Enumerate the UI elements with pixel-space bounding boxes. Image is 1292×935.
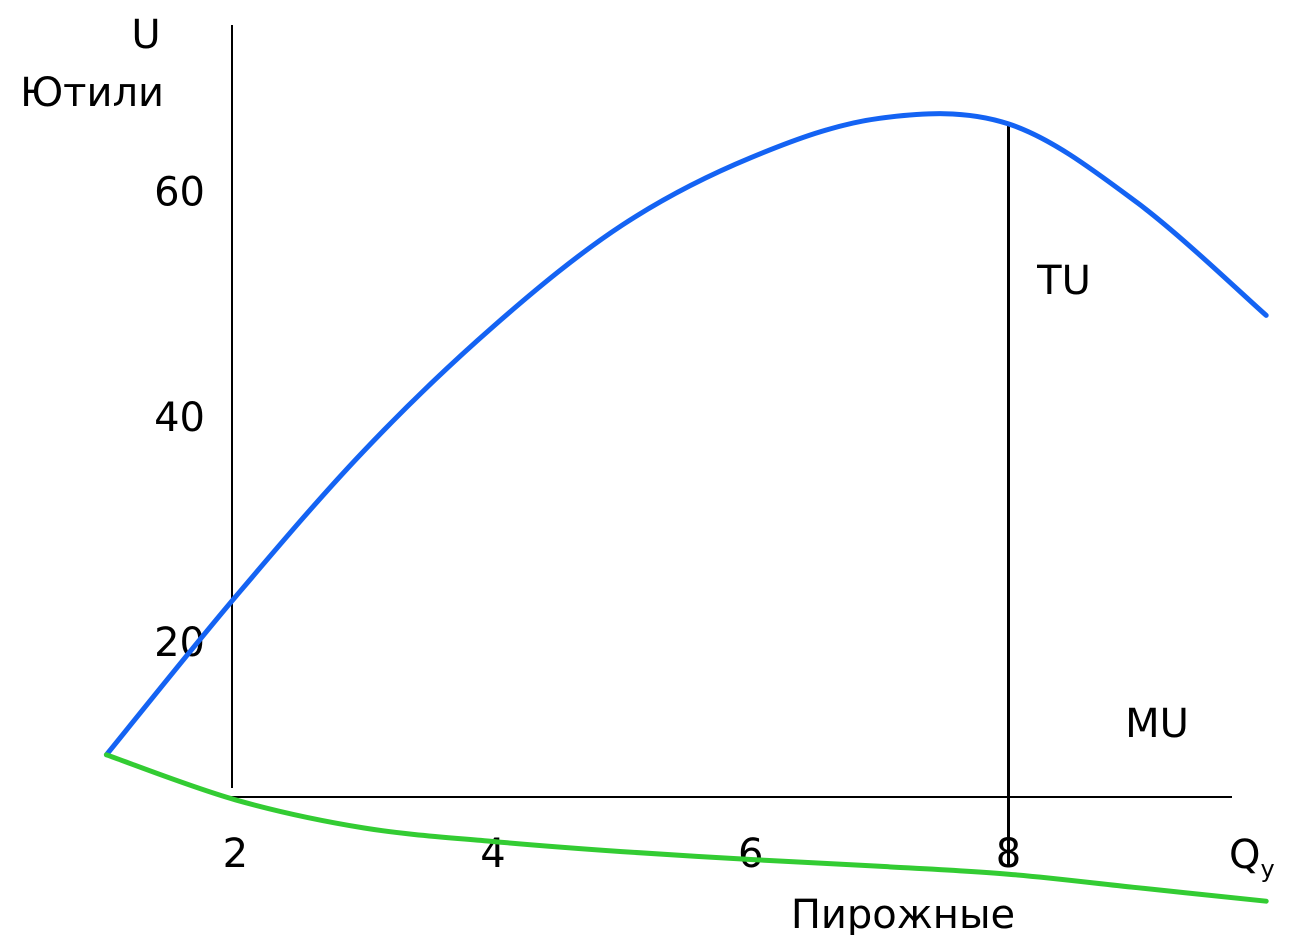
series-line-mu — [103, 752, 1269, 904]
series-line-tu — [103, 111, 1269, 758]
series-label-mu: MU — [1125, 701, 1189, 747]
x-tick-label: 2 — [223, 831, 248, 877]
y-tick-label: 60 — [154, 170, 205, 216]
x-tick-label: 4 — [480, 831, 505, 877]
x-axis-end-label: Qy — [1229, 832, 1275, 883]
y-axis-label: Ютили — [20, 70, 164, 116]
x-tick-label: 6 — [738, 831, 763, 877]
y-axis-symbol: U — [131, 12, 160, 58]
q-label: Q — [1229, 832, 1260, 878]
x-axis-label: Пирожные — [791, 892, 1015, 935]
series-layer — [103, 111, 1269, 904]
series-label-tu: TU — [1036, 258, 1091, 304]
y-tick-label: 40 — [154, 395, 205, 441]
q-subscript: y — [1260, 855, 1274, 883]
